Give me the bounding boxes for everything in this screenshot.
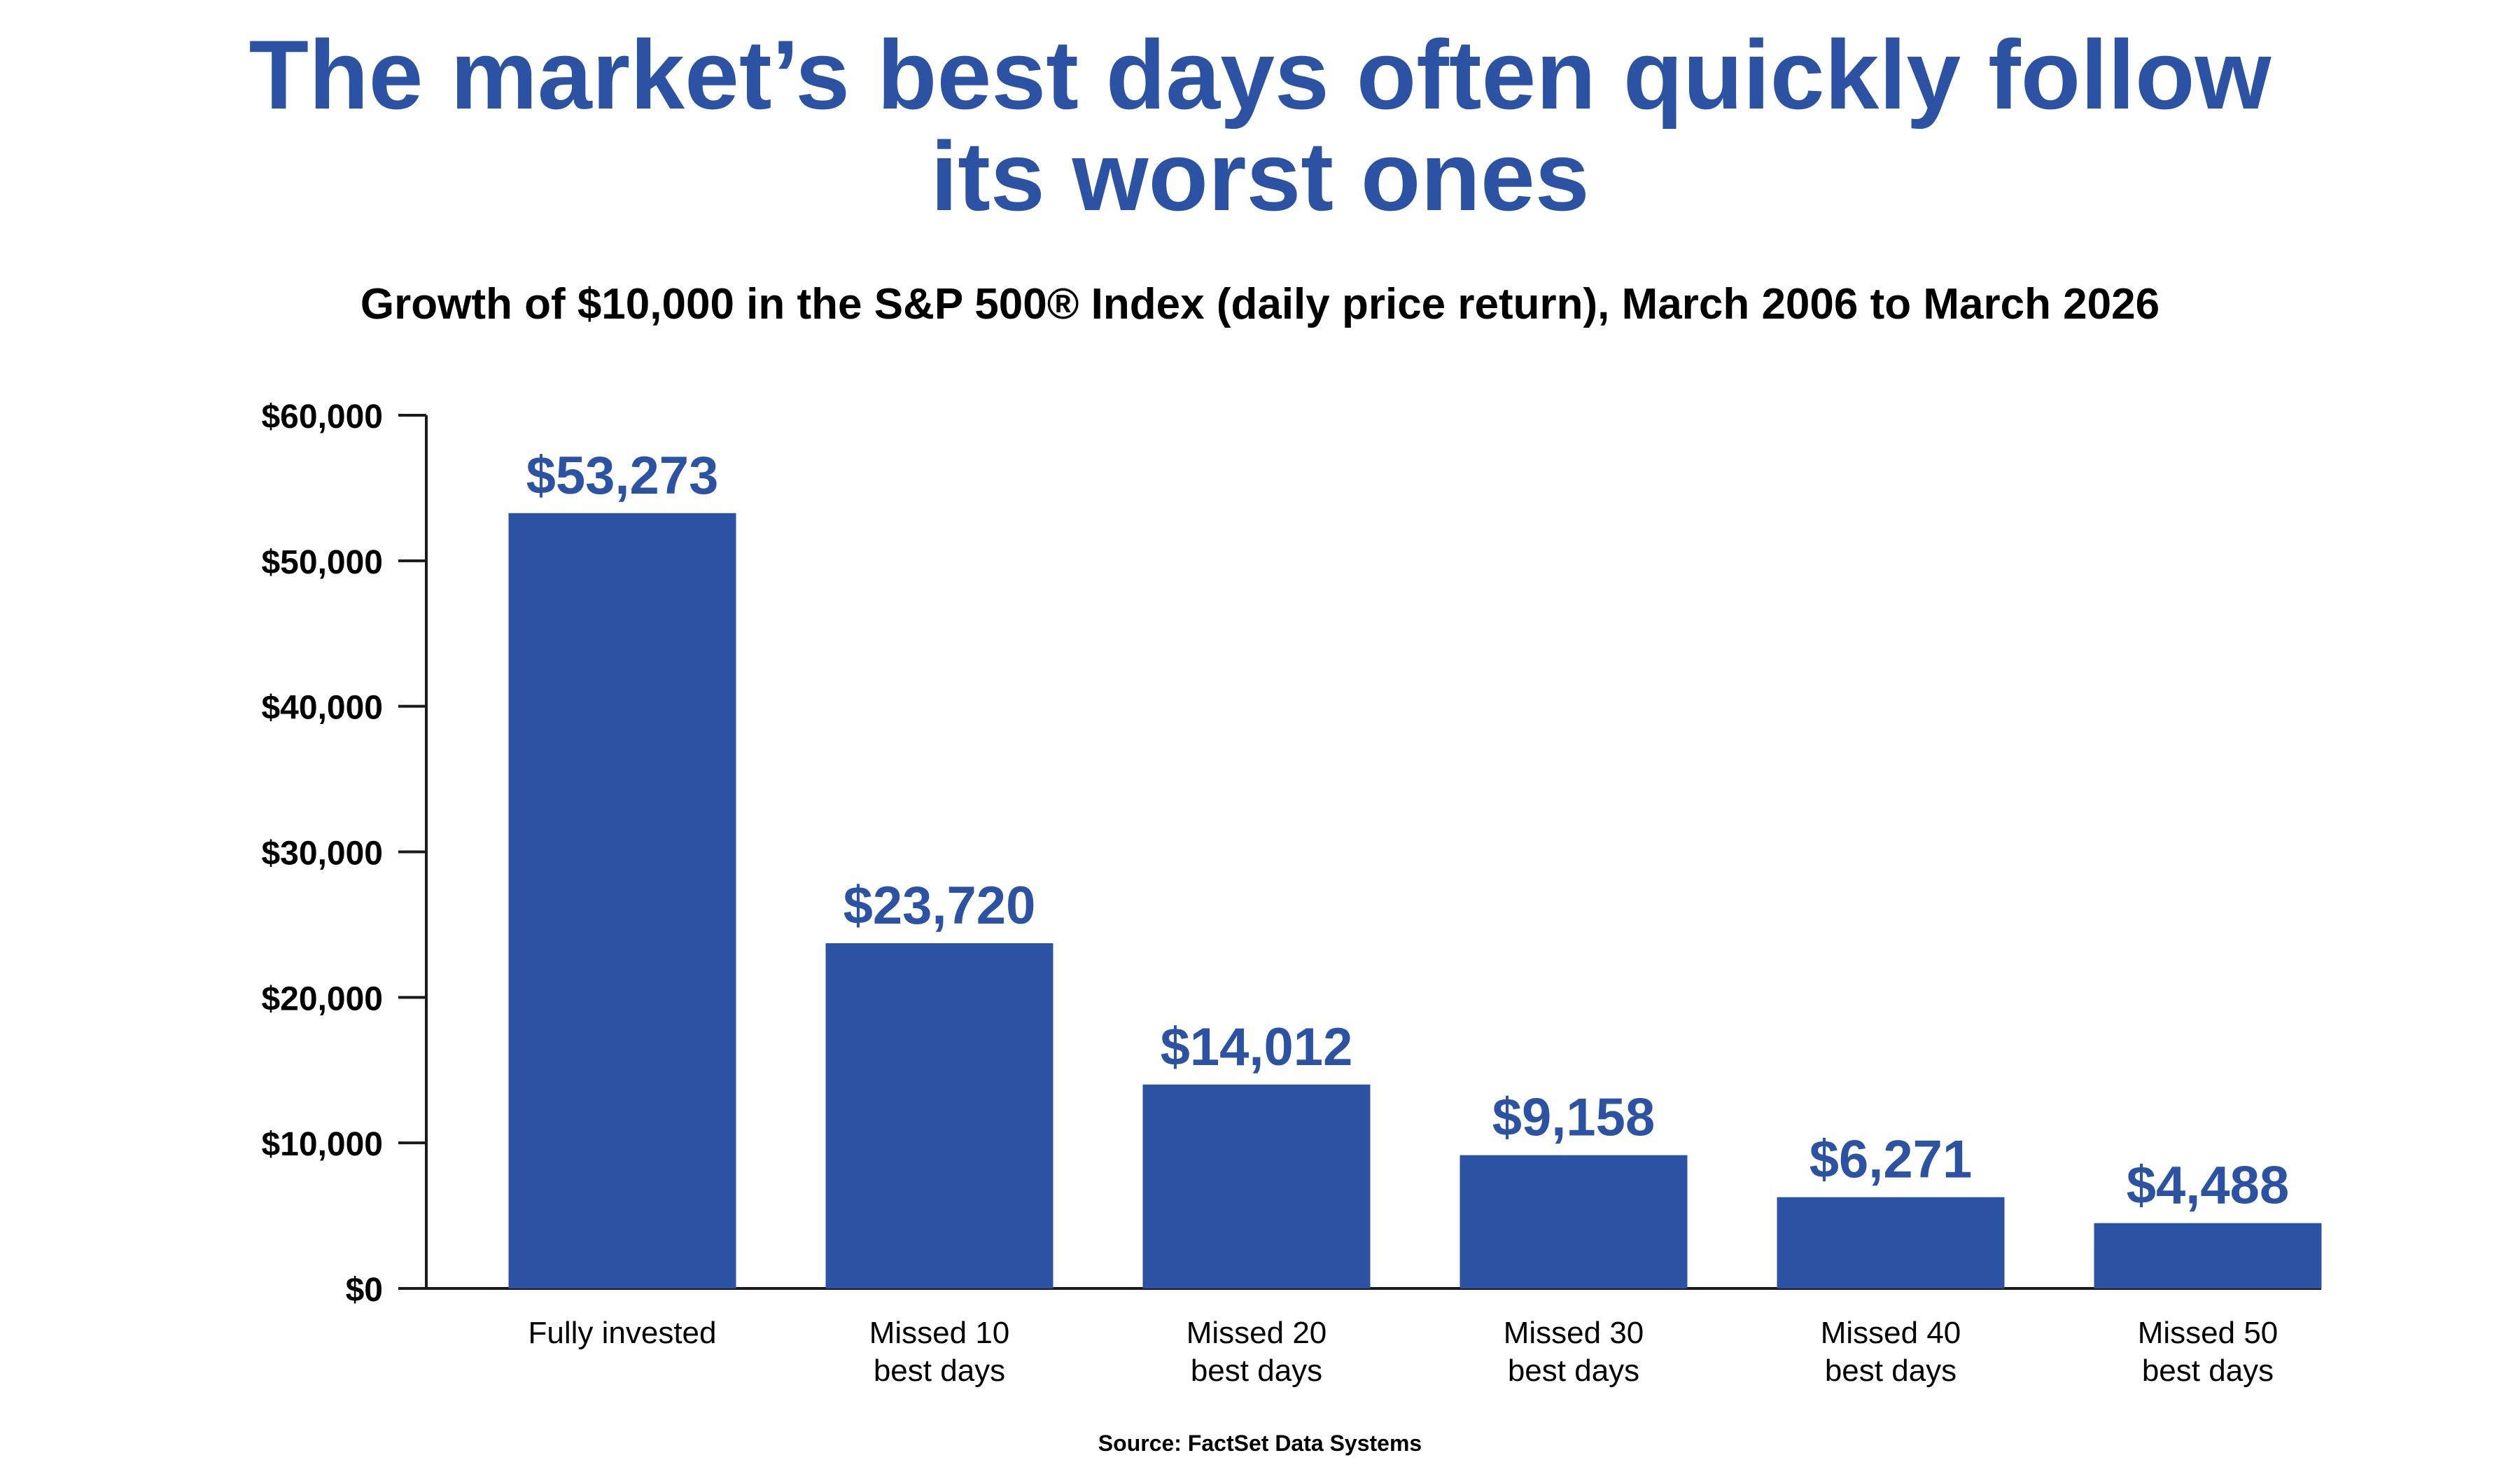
y-tick-label: $30,000 bbox=[261, 835, 383, 872]
x-tick-label: Missed 10 bbox=[869, 1316, 1010, 1350]
x-tick-label: Missed 20 bbox=[1186, 1316, 1327, 1350]
x-tick-label: best days bbox=[1825, 1354, 1956, 1388]
y-tick-label: $60,000 bbox=[261, 398, 383, 436]
data-label: $14,012 bbox=[1161, 1017, 1353, 1077]
x-tick-label: Fully invested bbox=[528, 1316, 716, 1350]
bar bbox=[1142, 1084, 1371, 1288]
bars: $53,273 Fully invested $23,720 Missed 10 bes… bbox=[508, 446, 2322, 1388]
chart-title-line-2: its worst ones bbox=[930, 121, 1589, 231]
bar bbox=[1777, 1197, 2005, 1288]
source-note: Source: FactSet Data Systems bbox=[1098, 1431, 1422, 1456]
bar bbox=[825, 943, 1054, 1288]
y-tick-label: $20,000 bbox=[261, 980, 383, 1017]
axes: $0 $10,000 $20,000 $30,000 $40,000 $50,000 $60… bbox=[261, 398, 2321, 1309]
y-tick-label: $50,000 bbox=[261, 544, 383, 581]
bar bbox=[508, 513, 736, 1288]
chart-subtitle: Growth of $10,000 in the S&P 500® Index … bbox=[360, 280, 2160, 328]
data-label: $6,271 bbox=[1809, 1130, 1972, 1190]
x-tick-label: best days bbox=[2142, 1354, 2274, 1388]
x-tick-label: Missed 50 bbox=[2138, 1316, 2278, 1350]
x-tick-label: best days bbox=[874, 1354, 1005, 1388]
x-tick-label: Missed 30 bbox=[1504, 1316, 1644, 1350]
data-label: $4,488 bbox=[2127, 1156, 2289, 1216]
data-label: $53,273 bbox=[526, 446, 719, 506]
chart-title-line-1: The market’s best days often quickly fol… bbox=[249, 20, 2272, 130]
y-tick-label: $0 bbox=[346, 1272, 383, 1309]
x-tick-label: Missed 40 bbox=[1821, 1316, 1961, 1350]
y-tick-label: $10,000 bbox=[261, 1126, 383, 1163]
data-label: $23,720 bbox=[844, 876, 1036, 936]
bar bbox=[2094, 1223, 2322, 1288]
x-tick-label: best days bbox=[1508, 1354, 1639, 1388]
x-tick-label: best days bbox=[1191, 1354, 1322, 1388]
bar bbox=[1460, 1155, 1688, 1288]
data-label: $9,158 bbox=[1492, 1088, 1655, 1148]
y-tick-label: $40,000 bbox=[261, 690, 383, 727]
